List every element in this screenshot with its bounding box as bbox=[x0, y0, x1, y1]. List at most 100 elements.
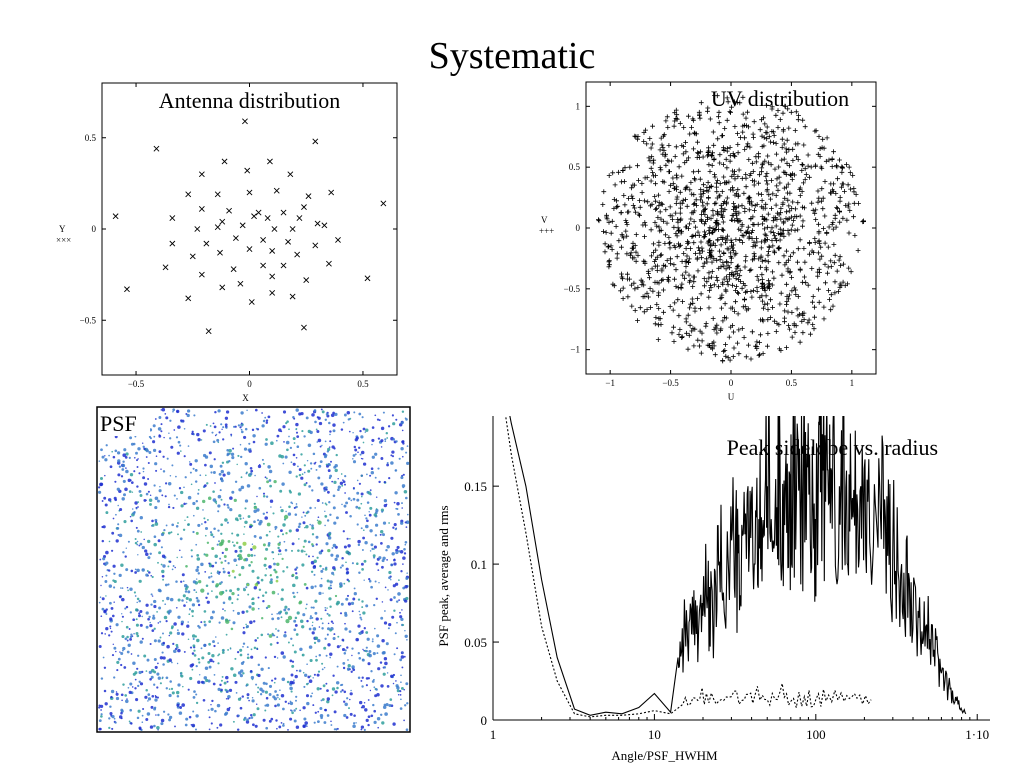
psf-speckle bbox=[400, 421, 404, 425]
psf-speckle bbox=[367, 723, 370, 727]
psf-speckle bbox=[246, 718, 249, 722]
psf-speckle bbox=[313, 567, 316, 569]
psf-speckle bbox=[169, 597, 174, 602]
x-axis-label: Angle/PSF_HWHM bbox=[611, 748, 718, 763]
psf-speckle bbox=[208, 665, 212, 669]
psf-speckle bbox=[187, 445, 190, 447]
psf-speckle bbox=[176, 556, 178, 559]
psf-speckle bbox=[166, 596, 170, 601]
psf-speckle bbox=[326, 607, 328, 609]
psf-speckle bbox=[153, 724, 156, 728]
psf-speckle bbox=[217, 529, 220, 532]
psf-speckle bbox=[282, 570, 285, 573]
psf-speckle bbox=[280, 694, 285, 698]
psf-speckle bbox=[392, 673, 396, 677]
psf-speckle bbox=[135, 698, 139, 702]
psf-speckle bbox=[173, 622, 177, 626]
psf-speckle bbox=[272, 558, 275, 560]
psf-speckle bbox=[120, 717, 123, 720]
psf-speckle bbox=[135, 623, 139, 627]
psf-speckle bbox=[218, 431, 221, 434]
psf-speckle bbox=[375, 688, 378, 691]
psf-speckle bbox=[210, 722, 213, 725]
psf-speckle bbox=[242, 660, 245, 664]
psf-speckle bbox=[240, 428, 243, 431]
psf-speckle bbox=[104, 503, 108, 507]
psf-speckle bbox=[386, 685, 390, 688]
psf-speckle bbox=[162, 564, 166, 568]
psf-speckle bbox=[376, 418, 380, 421]
psf-speckle bbox=[370, 585, 373, 589]
psf-speckle bbox=[366, 473, 368, 476]
psf-speckle bbox=[253, 586, 258, 590]
psf-speckle bbox=[246, 409, 248, 412]
psf-speckle bbox=[130, 569, 134, 573]
psf-speckle bbox=[251, 699, 255, 703]
psf-speckle bbox=[368, 579, 372, 583]
psf-speckle bbox=[391, 455, 395, 458]
psf-speckle bbox=[232, 447, 235, 450]
psf-speckle bbox=[405, 682, 409, 686]
psf-speckle bbox=[136, 459, 138, 462]
psf-speckle bbox=[237, 594, 240, 597]
psf-speckle bbox=[231, 532, 234, 535]
psf-speckle bbox=[204, 526, 209, 531]
psf-speckle bbox=[257, 464, 262, 469]
psf-speckle bbox=[399, 707, 403, 710]
psf-speckle bbox=[123, 448, 127, 452]
psf-speckle bbox=[371, 426, 375, 429]
psf-speckle bbox=[399, 694, 402, 696]
psf-speckle bbox=[374, 452, 378, 456]
psf-speckle bbox=[319, 713, 324, 718]
psf-speckle bbox=[322, 568, 325, 570]
psf-speckle bbox=[161, 569, 165, 574]
psf-speckle bbox=[324, 609, 327, 612]
psf-speckle bbox=[381, 651, 385, 655]
psf-speckle bbox=[189, 676, 193, 681]
psf-speckle bbox=[385, 431, 389, 435]
psf-speckle bbox=[396, 545, 400, 549]
psf-speckle bbox=[194, 480, 198, 483]
psf-speckle bbox=[259, 693, 263, 696]
psf-speckle bbox=[323, 666, 326, 669]
psf-speckle bbox=[156, 611, 158, 613]
psf-speckle bbox=[332, 636, 336, 641]
psf-speckle bbox=[218, 573, 221, 575]
psf-speckle bbox=[333, 521, 337, 525]
psf-speckle bbox=[333, 447, 336, 450]
psf-speckle bbox=[396, 647, 399, 650]
psf-speckle bbox=[280, 455, 285, 459]
psf-speckle bbox=[168, 609, 172, 613]
psf-speckle bbox=[113, 646, 117, 650]
antenna-point bbox=[203, 240, 210, 247]
psf-speckle bbox=[356, 523, 359, 526]
psf-speckle bbox=[288, 428, 290, 431]
psf-speckle bbox=[109, 601, 112, 605]
psf-speckle bbox=[205, 584, 209, 587]
psf-speckle bbox=[177, 533, 179, 536]
psf-speckle bbox=[151, 629, 155, 632]
psf-speckle bbox=[278, 549, 282, 553]
psf-speckle bbox=[101, 597, 105, 601]
antenna-point bbox=[271, 226, 278, 232]
psf-speckle bbox=[169, 680, 172, 683]
psf-speckle bbox=[192, 530, 195, 534]
psf-speckle bbox=[231, 601, 234, 605]
psf-speckle bbox=[265, 726, 269, 730]
psf-speckle bbox=[349, 514, 352, 518]
psf-speckle bbox=[328, 532, 332, 536]
psf-speckle bbox=[384, 586, 387, 589]
psf-speckle bbox=[280, 616, 283, 619]
psf-speckle bbox=[264, 442, 268, 446]
psf-speckle bbox=[195, 531, 199, 535]
psf-speckle bbox=[126, 586, 129, 589]
psf-speckle bbox=[125, 699, 129, 704]
psf-speckle bbox=[219, 723, 223, 727]
psf-speckle bbox=[160, 563, 163, 566]
psf-speckle bbox=[395, 680, 397, 682]
psf-speckle bbox=[168, 634, 171, 637]
psf-speckle bbox=[149, 552, 152, 556]
psf-speckle bbox=[372, 652, 376, 656]
psf-speckle bbox=[242, 517, 245, 519]
